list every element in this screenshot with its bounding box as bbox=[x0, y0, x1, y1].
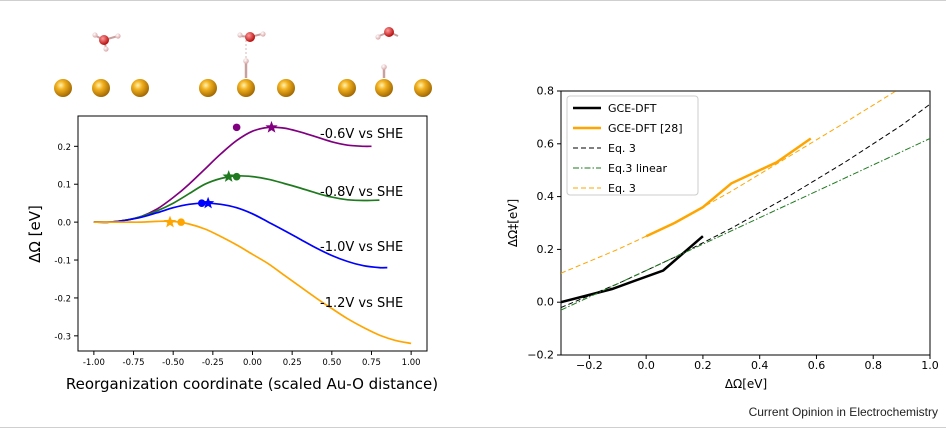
gold-atom bbox=[199, 79, 217, 97]
transition-dot bbox=[197, 199, 206, 207]
x-tick-label: 0.0 bbox=[637, 359, 655, 372]
x-tick-label: -1.00 bbox=[83, 358, 105, 368]
series-line-2 bbox=[645, 137, 812, 238]
y-tick-label: 0.1 bbox=[57, 181, 71, 191]
series-line bbox=[93, 202, 388, 269]
gold-atom bbox=[54, 79, 72, 97]
legend-entry: Eq. 3 bbox=[608, 142, 636, 155]
x-tick-label: 0.75 bbox=[362, 358, 381, 368]
y-tick-label: 0.2 bbox=[57, 143, 71, 153]
legend: GCE-DFT GCE-DFT [28] Eq. 3 Eq.3 linear Eq. 3 bbox=[566, 95, 699, 196]
x-axis-label: ΔΩ[eV] bbox=[725, 377, 767, 391]
series-line-1 bbox=[561, 235, 704, 304]
footer-source: Current Opinion in Electrochemistry bbox=[749, 405, 938, 419]
x-tick-label: -0.75 bbox=[123, 358, 145, 368]
right-barrier-chart: −0.2 0.0 0.2 0.4 0.6 0.8 1.0 −0.2 0.0 0.2 0.4 0.6 0.… bbox=[506, 85, 939, 392]
series-1: -0.6V vs SHE bbox=[93, 120, 403, 224]
transition-dot bbox=[232, 172, 241, 181]
hydrogen-atom bbox=[115, 33, 121, 39]
transition-star bbox=[265, 120, 278, 133]
plot-frame bbox=[560, 90, 931, 356]
y-tick-label: -0.3 bbox=[54, 332, 71, 342]
legend-entry: Eq. 3 bbox=[608, 182, 636, 195]
oxygen-atom bbox=[384, 27, 394, 37]
x-axis-label: Reorganization coordinate (scaled Au-O d… bbox=[66, 375, 438, 393]
series-2: -0.8V vs SHE bbox=[93, 170, 403, 224]
y-tick-label: -0.1 bbox=[54, 257, 71, 267]
hydrogen-atom bbox=[375, 34, 381, 40]
gold-atom bbox=[338, 79, 356, 97]
hydrogen-atom bbox=[237, 32, 243, 38]
y-axis-label: ΔΩ‡[eV] bbox=[506, 199, 520, 247]
x-tick-label: -0.25 bbox=[202, 358, 224, 368]
series-line-5 bbox=[561, 91, 897, 274]
y-tick-label: 0.8 bbox=[537, 85, 555, 98]
gold-atom bbox=[237, 79, 255, 97]
gold-atom bbox=[414, 79, 432, 97]
series-line-4 bbox=[561, 138, 930, 311]
gold-atom bbox=[92, 79, 110, 97]
series-line bbox=[93, 220, 412, 345]
x-tick-label: 0.6 bbox=[808, 359, 826, 372]
transition-star bbox=[222, 170, 235, 182]
gold-atom bbox=[277, 79, 295, 97]
legend-box bbox=[566, 95, 699, 196]
hydrogen-atom bbox=[243, 58, 249, 64]
x-tick-label: 0.4 bbox=[751, 359, 769, 372]
left-energy-profile-chart: -1.00 -0.75 -0.50 -0.25 0.00 0.25 0.50 0.75 1.00… bbox=[26, 115, 438, 393]
y-tick-label: 0.2 bbox=[537, 243, 555, 256]
transition-star bbox=[163, 215, 177, 228]
legend-entry: Eq.3 linear bbox=[608, 162, 668, 175]
transition-dot bbox=[177, 218, 185, 226]
series-4: -1.2V vs SHE bbox=[93, 215, 412, 345]
x-tick-label: 0.8 bbox=[864, 359, 882, 372]
x-tick-label: -0.50 bbox=[162, 358, 184, 368]
x-tick-label: 0.50 bbox=[322, 358, 341, 368]
y-tick-label: 0.0 bbox=[537, 296, 555, 309]
plot-frame bbox=[77, 115, 428, 352]
legend-entry: GCE-DFT bbox=[608, 102, 657, 115]
hydrogen-atom bbox=[92, 32, 98, 38]
transition-star bbox=[201, 196, 215, 209]
y-axis-label: ΔΩ [eV] bbox=[26, 205, 44, 263]
series-label: -1.0V vs SHE bbox=[320, 240, 403, 255]
x-tick-label: −0.2 bbox=[576, 359, 603, 372]
x-tick-label: 0.25 bbox=[283, 358, 302, 368]
y-tick-label: 0.0 bbox=[57, 219, 71, 229]
x-tick-label: 0.00 bbox=[243, 358, 262, 368]
hydrogen-atom bbox=[381, 64, 387, 70]
y-tick-label: -0.2 bbox=[54, 294, 71, 304]
gold-atom bbox=[375, 79, 393, 97]
series-label: -0.6V vs SHE bbox=[320, 127, 403, 142]
oxygen-atom bbox=[99, 35, 109, 45]
oxygen-atom bbox=[245, 32, 255, 42]
series-label: -0.8V vs SHE bbox=[320, 185, 403, 200]
x-tick-label: 1.00 bbox=[402, 358, 421, 368]
y-tick-label: 0.6 bbox=[537, 137, 555, 150]
series-3: -1.0V vs SHE bbox=[93, 196, 403, 269]
hydrogen-atom bbox=[103, 46, 109, 52]
hydrogen-atom bbox=[260, 31, 266, 37]
adsorption-illustration bbox=[54, 27, 432, 97]
y-tick-label: 0.4 bbox=[537, 190, 555, 203]
y-tick-label: −0.2 bbox=[527, 349, 554, 362]
legend-entry: GCE-DFT [28] bbox=[608, 122, 683, 135]
x-tick-label: 1.0 bbox=[921, 359, 939, 372]
gold-atom bbox=[131, 79, 149, 97]
x-tick-label: 0.2 bbox=[694, 359, 712, 372]
series-label: -1.2V vs SHE bbox=[320, 296, 403, 311]
transition-dot bbox=[232, 123, 241, 132]
